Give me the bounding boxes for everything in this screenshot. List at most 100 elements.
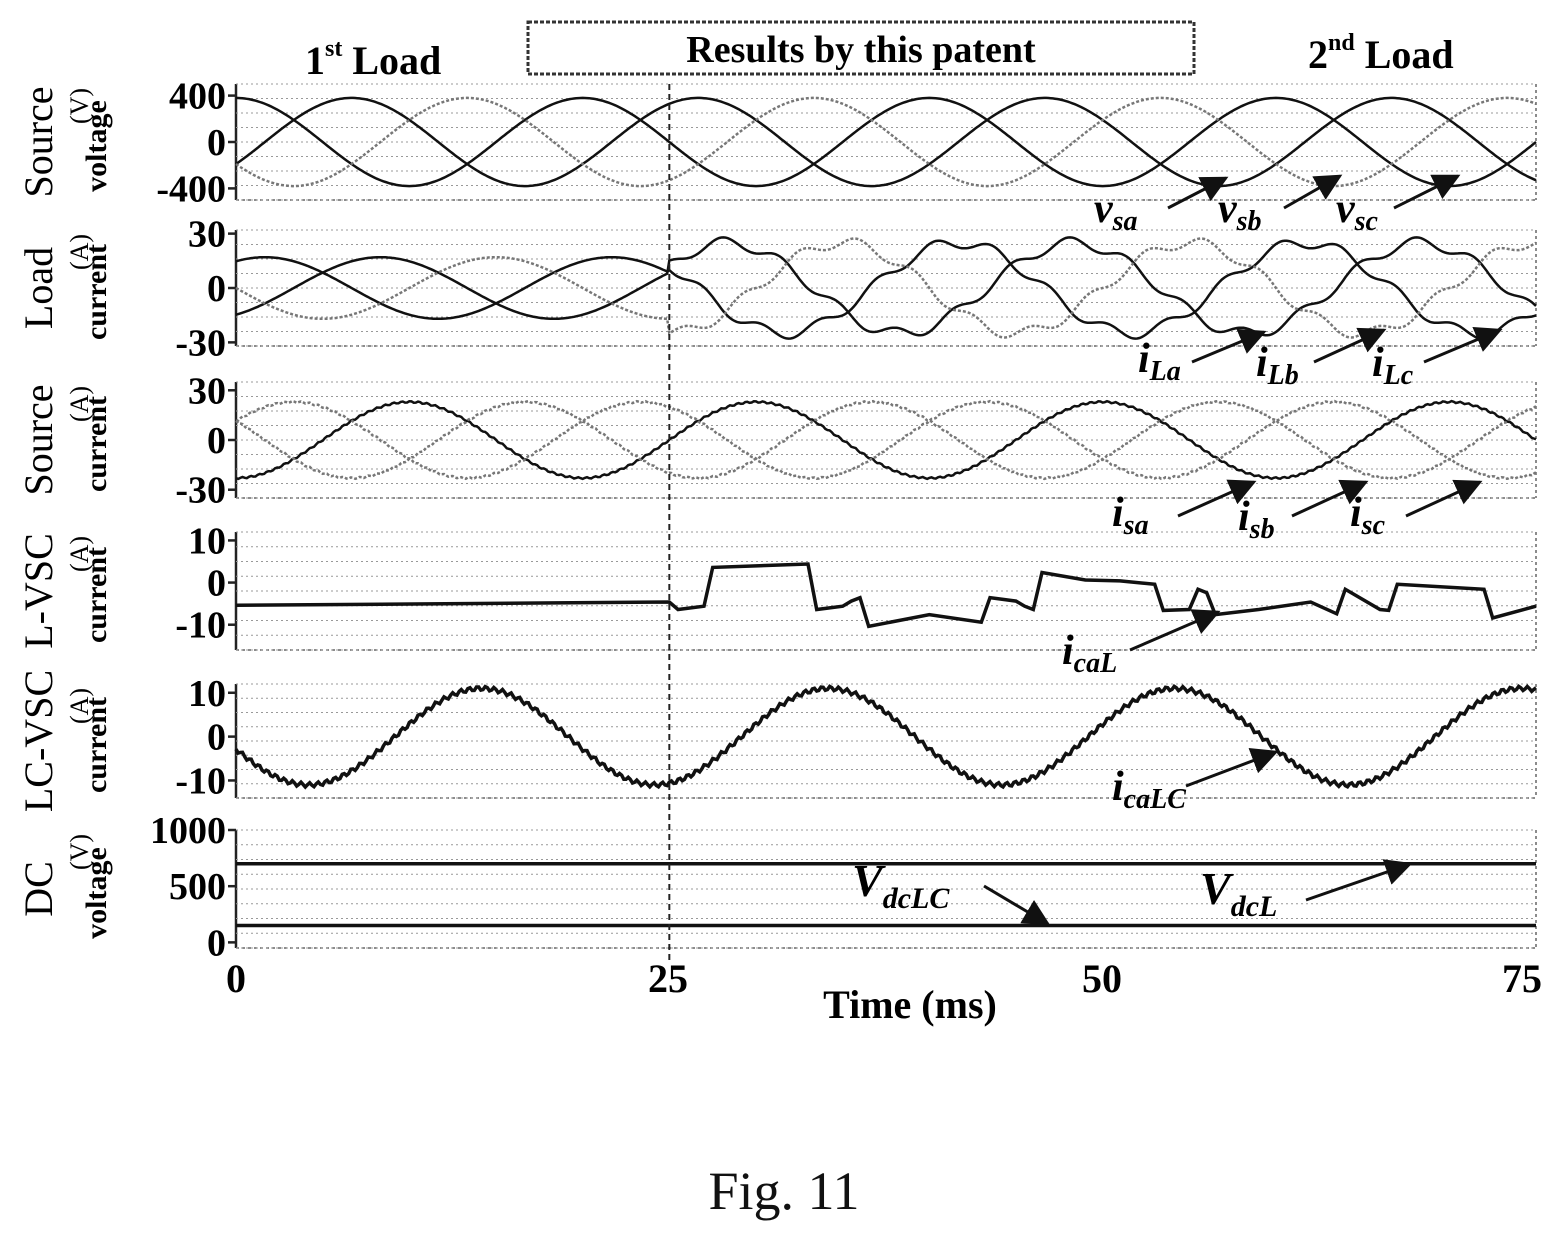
x-tick-label: 50: [1082, 956, 1122, 1001]
annotation-ilb: iLb: [1256, 327, 1387, 391]
annotation-isa: isa: [1112, 479, 1257, 541]
panel-source-current: 30 0 -30 Source current(A): [16, 370, 1537, 512]
series-line-iLc: [235, 237, 1537, 339]
header: 1st Load Results by this patent 2nd Load: [305, 20, 1454, 83]
arrow-icalc: [1185, 747, 1279, 788]
svg-text:isc: isc: [1350, 490, 1386, 541]
annotation-vdclc: VdcLC: [852, 855, 1051, 926]
series-line-isc: [235, 399, 1537, 481]
y-axis-label-line2: voltage: [80, 100, 113, 192]
y-axis-label-line1: DC: [16, 861, 61, 917]
arrow-vdclc: [983, 884, 1051, 926]
x-tick-label: 0: [226, 956, 246, 1001]
y-axis-label-line1: LC-VSC: [16, 670, 61, 812]
svg-text:vsb: vsb: [1218, 186, 1262, 237]
arrow-ilc: [1423, 326, 1503, 364]
svg-text:vsa: vsa: [1094, 186, 1138, 237]
y-axis-label-line2: current: [80, 697, 113, 793]
arrow-isb: [1291, 479, 1369, 518]
arrow-vdcl: [1305, 859, 1413, 902]
y-tick-label: -30: [175, 470, 226, 512]
y-tick-label: 0: [207, 122, 226, 164]
panel-lcvsc-current: 100-10 LC-VSC current(A): [16, 670, 1538, 812]
series-line-isa: [235, 399, 1537, 481]
x-tick-label: 75: [1502, 956, 1542, 1001]
results-banner-box: [526, 20, 1196, 76]
series-line-iLa: [235, 239, 1537, 340]
svg-text:icaL: icaL: [1062, 628, 1117, 679]
svg-text:iLb: iLb: [1256, 340, 1299, 391]
arrow-ilb: [1313, 327, 1387, 364]
series-line-vsb: [235, 96, 1537, 188]
series-line-iLb: [235, 236, 1537, 337]
arrow-ila: [1191, 328, 1267, 364]
x-axis: 0 25 50 75 Time (ms): [226, 956, 1542, 1027]
y-tick-label: 30: [188, 370, 226, 412]
y-tick-label: 0: [207, 922, 226, 964]
panel-load-current: 30 0 -30 Load current(A): [16, 214, 1537, 364]
arrow-ical: [1129, 609, 1221, 652]
annotation-ical: icaL: [1062, 609, 1221, 679]
annotation-ila: iLa: [1138, 328, 1267, 387]
svg-text:isa: isa: [1112, 490, 1149, 541]
y-tick-label: 1000: [150, 810, 226, 852]
svg-text:icaLC: icaLC: [1112, 764, 1186, 815]
y-tick-label: -30: [175, 322, 226, 364]
y-axis-unit: (A): [65, 688, 94, 724]
arrow-isc: [1405, 479, 1483, 518]
y-tick-label: 0: [207, 563, 226, 605]
y-axis-label-line1: Load: [16, 247, 61, 329]
panel-dc-voltage: 1000 500 0 DC voltage(V): [16, 810, 1537, 964]
results-banner-label: Results by this patent: [686, 29, 1036, 71]
series-line-vsc: [235, 96, 1537, 188]
annotation-vsb: vsb: [1218, 174, 1343, 237]
y-tick-label: -10: [175, 605, 226, 647]
second-load-label: 2nd Load: [1308, 30, 1454, 77]
first-load-label: 1st Load: [305, 36, 441, 83]
series-line-vsa: [235, 96, 1537, 188]
svg-text:VdcLC: VdcLC: [852, 855, 950, 915]
y-axis-label-line2: current: [80, 244, 113, 340]
y-axis-label-line2: current: [80, 547, 113, 643]
series-line-icaL: [235, 562, 1537, 629]
svg-text:VdcL: VdcL: [1200, 863, 1277, 923]
series-line-isb: [235, 399, 1537, 481]
annotation-isb: isb: [1238, 479, 1369, 545]
y-tick-label: 0: [207, 268, 226, 310]
y-tick-label: 400: [169, 76, 226, 118]
series-line-icaLC: [234, 683, 1538, 790]
x-axis-title: Time (ms): [823, 982, 997, 1027]
svg-text:iLc: iLc: [1372, 340, 1414, 391]
arrow-vsc: [1393, 174, 1461, 210]
annotation-icalc: icaLC: [1112, 747, 1279, 815]
svg-text:isb: isb: [1238, 494, 1275, 545]
panel-lvsc-current: 100-10 L-VSC current(A): [16, 520, 1537, 651]
y-axis-unit: (V): [65, 834, 94, 870]
y-axis-label-line1: L-VSC: [16, 533, 61, 649]
y-tick-label: 500: [169, 866, 226, 908]
annotation-vsc: vsc: [1336, 174, 1461, 237]
y-axis-label-line1: Source: [16, 384, 61, 495]
y-tick-label: 10: [188, 673, 226, 715]
y-axis-unit: (A): [65, 386, 94, 422]
series-annotations: vsa vsb vsc iLa iLb iLc isa: [852, 174, 1503, 926]
y-tick-label: -10: [175, 760, 226, 802]
arrow-vsb: [1283, 174, 1343, 210]
y-axis-label-line1: Source: [16, 86, 61, 197]
y-axis-label-line2: voltage: [80, 847, 113, 939]
annotation-vsa: vsa: [1094, 176, 1229, 237]
y-axis-label-line2: current: [80, 396, 113, 492]
arrow-vsa: [1167, 176, 1229, 210]
y-tick-label: -400: [156, 168, 226, 210]
svg-text:iLa: iLa: [1138, 336, 1181, 387]
annotation-isc: isc: [1350, 479, 1483, 541]
y-tick-label: 10: [188, 520, 226, 562]
arrow-isa: [1177, 479, 1257, 518]
annotation-vdcl: VdcL: [1200, 859, 1413, 923]
y-tick-label: 30: [188, 214, 226, 256]
y-axis-unit: (A): [65, 234, 94, 270]
y-tick-label: 0: [207, 420, 226, 462]
svg-text:vsc: vsc: [1336, 186, 1379, 237]
